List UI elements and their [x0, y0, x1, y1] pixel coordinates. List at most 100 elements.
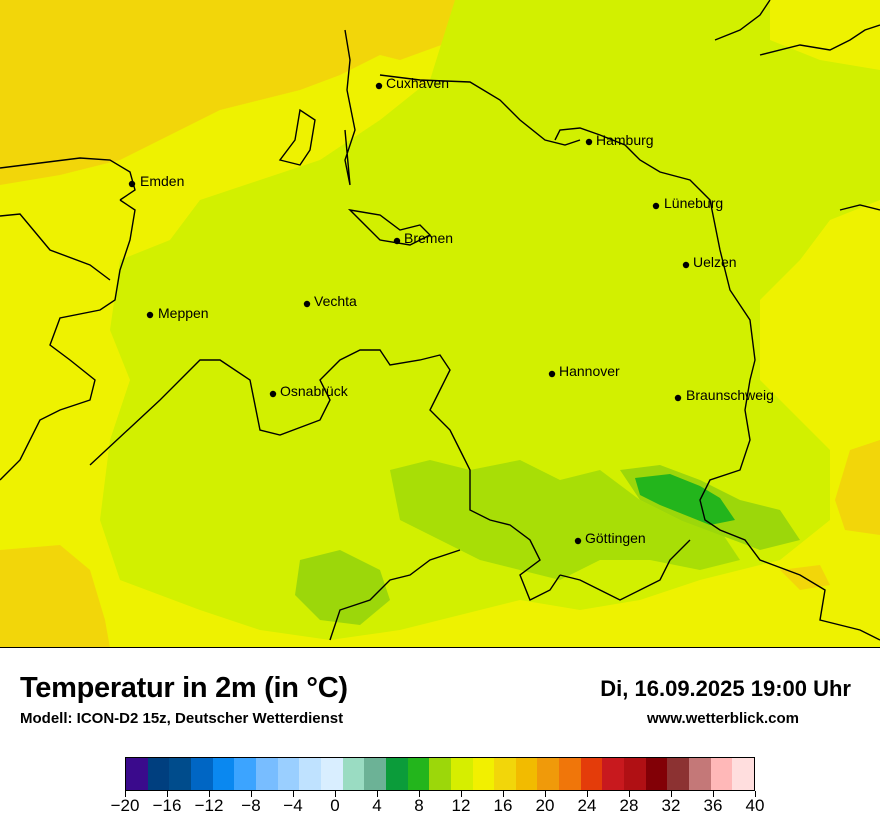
city-vechta: Vechta: [303, 293, 357, 309]
website-link: www.wetterblick.com: [647, 710, 799, 727]
scale-tick-label: 0: [330, 796, 340, 815]
color-scale: [125, 757, 755, 791]
cool-patch: [390, 460, 740, 580]
color-scale-swatch: [277, 758, 300, 790]
scale-tick-label: −4: [283, 796, 303, 815]
color-scale-swatch: [190, 758, 213, 790]
city-cuxhaven: Cuxhaven: [375, 75, 449, 91]
city-osnabrueck: Osnabrück: [269, 383, 349, 399]
color-scale-swatch: [320, 758, 343, 790]
east-warm-area: [835, 440, 880, 535]
scale-tick-label: −8: [241, 796, 261, 815]
scale-tick: [755, 791, 756, 797]
color-scale-swatch: [169, 758, 191, 790]
svg-text:Meppen: Meppen: [158, 305, 209, 321]
svg-text:Cuxhaven: Cuxhaven: [386, 75, 449, 91]
scale-tick: [125, 791, 126, 797]
borders: [0, 0, 880, 641]
color-scale-swatch: [385, 758, 408, 790]
city-emden: Emden: [128, 173, 184, 189]
svg-text:Vechta: Vechta: [314, 293, 357, 309]
city-hannover: Hannover: [548, 363, 620, 379]
color-scale-swatch: [126, 758, 148, 790]
north-sea-warm-area: [0, 0, 455, 185]
svg-text:Lüneburg: Lüneburg: [664, 195, 723, 211]
city-braunschweig: Braunschweig: [674, 387, 774, 403]
scale-tick: [503, 791, 504, 797]
scale-tick-label: 8: [414, 796, 424, 815]
city-uelzen: Uelzen: [682, 254, 737, 270]
scale-tick: [419, 791, 420, 797]
color-scale-swatch: [559, 758, 581, 790]
svg-text:Osnabrück: Osnabrück: [280, 383, 349, 399]
scale-tick: [293, 791, 294, 797]
color-scale-swatch: [602, 758, 625, 790]
forecast-datetime: Di, 16.09.2025 19:00 Uhr: [600, 676, 851, 701]
footer: Temperatur in 2m (in °C) Modell: ICON-D2…: [0, 648, 880, 830]
color-scale-swatch: [667, 758, 690, 790]
scale-tick-label: −16: [152, 796, 182, 815]
city-bremen: Bremen: [393, 230, 453, 246]
scale-tick: [671, 791, 672, 797]
color-scale-swatch: [147, 758, 170, 790]
svg-text:Emden: Emden: [140, 173, 184, 189]
svg-text:Uelzen: Uelzen: [693, 254, 737, 270]
map-title: Temperatur in 2m (in °C): [20, 672, 348, 704]
color-scale-swatch: [537, 758, 560, 790]
color-scale-swatch: [234, 758, 256, 790]
scale-tick: [209, 791, 210, 797]
city-hamburg: Hamburg: [585, 132, 654, 148]
color-scale-swatch: [429, 758, 451, 790]
color-scale-ticks: −20 −16 −12 −8 −4 0 4 8 12 16 20 24 28 32 36 40: [111, 791, 764, 821]
city-goettingen: Göttingen: [574, 530, 646, 546]
color-scale-swatch: [299, 758, 321, 790]
scale-tick-label: 36: [703, 796, 723, 815]
scale-tick: [377, 791, 378, 797]
scale-tick: [167, 791, 168, 797]
color-scale-swatch: [255, 758, 278, 790]
color-scale-swatch: [645, 758, 668, 790]
color-scale-swatch: [624, 758, 646, 790]
scale-tick-label: 12: [451, 796, 471, 815]
color-scale-swatch: [450, 758, 473, 790]
color-scale-swatch: [494, 758, 516, 790]
scale-tick: [335, 791, 336, 797]
scale-tick: [545, 791, 546, 797]
city-lueneburg: Lüneburg: [652, 195, 723, 211]
scale-tick-label: 32: [661, 796, 681, 815]
color-scale-swatch: [689, 758, 711, 790]
scale-tick-label: 24: [577, 796, 597, 815]
scale-tick: [629, 791, 630, 797]
scale-tick: [713, 791, 714, 797]
scale-tick-label: 28: [619, 796, 639, 815]
color-scale-swatch: [710, 758, 733, 790]
scale-tick: [587, 791, 588, 797]
scale-tick-label: −20: [110, 796, 140, 815]
coolest-patch: [635, 474, 735, 525]
model-info: Modell: ICON-D2 15z, Deutscher Wetterdie…: [20, 710, 344, 727]
scale-tick-label: 20: [535, 796, 555, 815]
cool-patch-3: [295, 550, 390, 625]
color-scale-swatch: [212, 758, 235, 790]
color-scale-swatch: [407, 758, 430, 790]
color-scale-swatch: [364, 758, 386, 790]
scale-tick-label: 16: [493, 796, 513, 815]
color-scale-swatch: [472, 758, 495, 790]
scale-tick-label: 4: [372, 796, 382, 815]
svg-text:Braunschweig: Braunschweig: [686, 387, 774, 403]
southwest-warm-area: [0, 545, 110, 648]
svg-text:Bremen: Bremen: [404, 230, 453, 246]
city-markers: Cuxhaven Hamburg Emden Lüneburg Bremen U…: [128, 75, 774, 546]
scale-tick: [251, 791, 252, 797]
color-scale-swatch: [342, 758, 365, 790]
temperature-map: Cuxhaven Hamburg Emden Lüneburg Bremen U…: [0, 0, 880, 648]
svg-text:Hannover: Hannover: [559, 363, 620, 379]
color-scale-swatch: [515, 758, 538, 790]
scale-tick: [461, 791, 462, 797]
color-scale-swatch: [732, 758, 755, 790]
city-meppen: Meppen: [146, 305, 209, 321]
scale-tick-label: 40: [745, 796, 765, 815]
scale-tick-label: −12: [194, 796, 224, 815]
svg-text:Hamburg: Hamburg: [596, 132, 654, 148]
svg-text:Göttingen: Göttingen: [585, 530, 646, 546]
